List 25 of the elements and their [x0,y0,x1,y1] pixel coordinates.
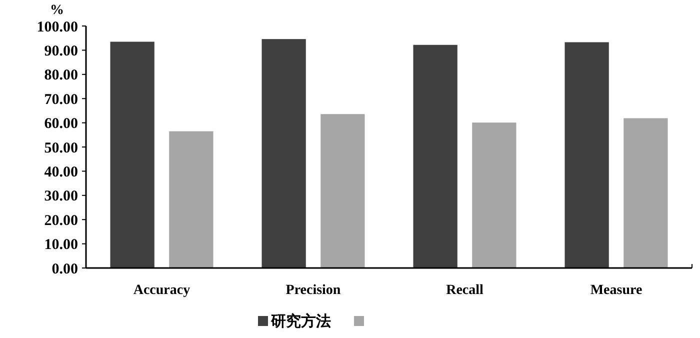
y-tick-label: 50.00 [44,140,78,156]
y-tick-label: 90.00 [44,43,78,60]
x-tick-label: Recall [446,283,484,298]
x-tick-label: Precision [286,283,341,298]
x-tick-label: Accuracy [133,283,190,298]
y-tick-label: 60.00 [44,116,78,132]
y-tick-label: 40.00 [44,164,78,180]
y-tick-label: 0.00 [52,261,78,278]
bar [169,131,214,268]
y-tick-label: 10.00 [44,237,78,254]
y-tick-label: 80.00 [44,68,78,84]
y-tick-label: 100.00 [36,19,78,36]
bar [262,39,306,268]
bar [564,42,609,268]
x-tick-label: Measure [590,283,642,298]
y-tick-label: 70.00 [44,92,78,108]
bar [413,44,458,268]
bar [320,114,365,268]
y-tick-label: 20.00 [44,212,78,229]
y-axis-title: % [50,3,64,18]
bar [624,118,668,268]
legend-label: 研究方法 [270,312,331,330]
bar [110,42,154,268]
bar [472,122,516,268]
y-tick-label: 30.00 [44,188,78,205]
